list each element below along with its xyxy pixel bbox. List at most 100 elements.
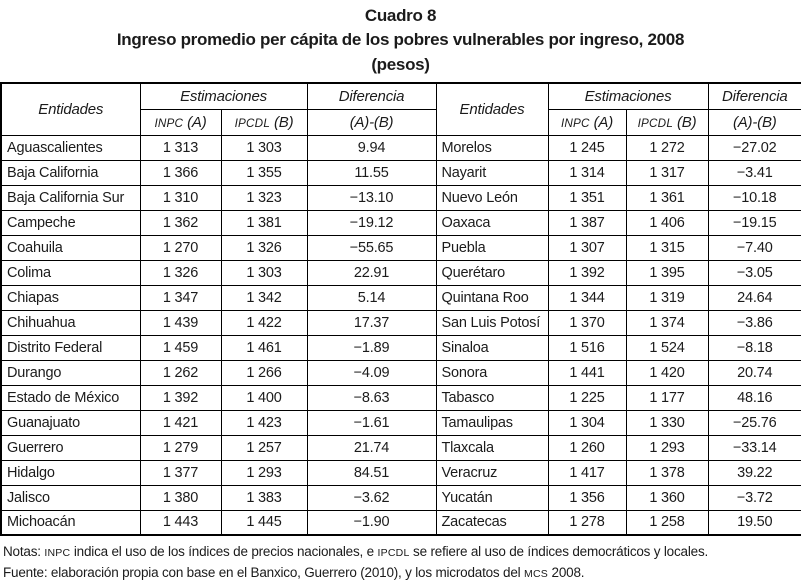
cell-entidad: Querétaro xyxy=(435,259,549,286)
cell-entidad: Hidalgo xyxy=(0,459,141,486)
cell-entidad: Yucatán xyxy=(435,484,549,511)
header-diff-formula-left: (A)-(B) xyxy=(306,108,437,136)
cell-entidad: Tlaxcala xyxy=(435,434,549,461)
cell-diferencia: 9.94 xyxy=(306,134,437,161)
header-ipcdl-right: IPCDL (B) xyxy=(625,108,709,136)
cell-inpc-a: 1 310 xyxy=(139,184,222,211)
cell-diferencia: −13.10 xyxy=(306,184,437,211)
cell-ipcdl-b: 1 406 xyxy=(625,209,709,236)
cell-diferencia: −3.72 xyxy=(707,484,801,511)
cell-ipcdl-b: 1 355 xyxy=(220,159,308,186)
cell-entidad: Zacatecas xyxy=(435,509,549,536)
cell-inpc-a: 1 439 xyxy=(139,309,222,336)
cell-ipcdl-b: 1 303 xyxy=(220,259,308,286)
cell-ipcdl-b: 1 400 xyxy=(220,384,308,411)
cell-inpc-a: 1 270 xyxy=(139,234,222,261)
cell-ipcdl-b: 1 330 xyxy=(625,409,709,436)
cell-entidad: Campeche xyxy=(0,209,141,236)
table-row: Hidalgo 1 377 1 293 84.51 Veracruz 1 417 1 378… xyxy=(0,459,801,486)
cell-inpc-a: 1 370 xyxy=(547,309,627,336)
cell-diferencia: 84.51 xyxy=(306,459,437,486)
table-row: Durango 1 262 1 266 −4.09 Sonora 1 441 1 420 20… xyxy=(0,359,801,386)
table-title: Ingreso promedio per cápita de los pobre… xyxy=(116,30,685,49)
cell-entidad: Chihuahua xyxy=(0,309,141,336)
cell-ipcdl-b: 1 374 xyxy=(625,309,709,336)
cell-diferencia: −7.40 xyxy=(707,234,801,261)
table-row: Baja California Sur 1 310 1 323 −13.10 Nuevo… xyxy=(0,184,801,211)
cell-ipcdl-b: 1 258 xyxy=(625,509,709,536)
cell-ipcdl-b: 1 266 xyxy=(220,359,308,386)
cell-inpc-a: 1 347 xyxy=(139,284,222,311)
notes-block: Notas: INPC indica el uso de los índices… xyxy=(0,536,801,583)
cell-entidad: Colima xyxy=(0,259,141,286)
cell-entidad: Tabasco xyxy=(435,384,549,411)
cell-diferencia: 20.74 xyxy=(707,359,801,386)
cell-entidad: Quintana Roo xyxy=(435,284,549,311)
cell-ipcdl-b: 1 293 xyxy=(625,434,709,461)
cell-diferencia: −1.90 xyxy=(306,509,437,536)
cell-inpc-a: 1 392 xyxy=(547,259,627,286)
table-header: Entidades Estimaciones Diferencia Entida… xyxy=(0,82,801,136)
cell-ipcdl-b: 1 383 xyxy=(220,484,308,511)
cell-entidad: Michoacán xyxy=(0,509,141,536)
table-row: Distrito Federal 1 459 1 461 −1.89 Sinaloa 1 … xyxy=(0,334,801,361)
header-estimaciones-right: Estimaciones xyxy=(547,82,709,110)
cell-ipcdl-b: 1 422 xyxy=(220,309,308,336)
cell-inpc-a: 1 362 xyxy=(139,209,222,236)
cell-diferencia: −55.65 xyxy=(306,234,437,261)
cell-inpc-a: 1 260 xyxy=(547,434,627,461)
header-diff-formula-right: (A)-(B) xyxy=(707,108,801,136)
cell-diferencia: −3.86 xyxy=(707,309,801,336)
table-row: Guanajuato 1 421 1 423 −1.61 Tamaulipas 1 304… xyxy=(0,409,801,436)
cell-diferencia: −25.76 xyxy=(707,409,801,436)
table-row: Estado de México 1 392 1 400 −8.63 Tabasco 1 … xyxy=(0,384,801,411)
title-block: Cuadro 8 Ingreso promedio per cápita de … xyxy=(0,0,801,82)
cell-entidad: Guerrero xyxy=(0,434,141,461)
cell-diferencia: 17.37 xyxy=(306,309,437,336)
cell-ipcdl-b: 1 319 xyxy=(625,284,709,311)
cell-ipcdl-b: 1 445 xyxy=(220,509,308,536)
header-entidades-left: Entidades xyxy=(0,82,141,136)
cell-inpc-a: 1 313 xyxy=(139,134,222,161)
cell-inpc-a: 1 262 xyxy=(139,359,222,386)
table-row: Chihuahua 1 439 1 422 17.37 San Luis Potosí 1… xyxy=(0,309,801,336)
table-row: Chiapas 1 347 1 342 5.14 Quintana Roo 1 344 1 … xyxy=(0,284,801,311)
cell-entidad: Oaxaca xyxy=(435,209,549,236)
cell-inpc-a: 1 392 xyxy=(139,384,222,411)
cell-inpc-a: 1 380 xyxy=(139,484,222,511)
table-row: Baja California 1 366 1 355 11.55 Nayarit 1 3… xyxy=(0,159,801,186)
cell-ipcdl-b: 1 303 xyxy=(220,134,308,161)
cell-entidad: Guanajuato xyxy=(0,409,141,436)
cell-diferencia: 21.74 xyxy=(306,434,437,461)
cell-inpc-a: 1 278 xyxy=(547,509,627,536)
cell-ipcdl-b: 1 381 xyxy=(220,209,308,236)
cell-inpc-a: 1 377 xyxy=(139,459,222,486)
header-inpc-right: INPC (A) xyxy=(547,108,627,136)
cell-ipcdl-b: 1 317 xyxy=(625,159,709,186)
cell-diferencia: 24.64 xyxy=(707,284,801,311)
cell-ipcdl-b: 1 315 xyxy=(625,234,709,261)
cell-entidad: Baja California Sur xyxy=(0,184,141,211)
table-row: Aguascalientes 1 313 1 303 9.94 Morelos 1 245… xyxy=(0,134,801,161)
cell-entidad: Chiapas xyxy=(0,284,141,311)
cell-entidad: Sonora xyxy=(435,359,549,386)
cell-entidad: Aguascalientes xyxy=(0,134,141,161)
cell-ipcdl-b: 1 326 xyxy=(220,234,308,261)
cell-diferencia: −8.63 xyxy=(306,384,437,411)
header-estimaciones-left: Estimaciones xyxy=(139,82,308,110)
cell-inpc-a: 1 387 xyxy=(547,209,627,236)
cell-inpc-a: 1 417 xyxy=(547,459,627,486)
cell-diferencia: 11.55 xyxy=(306,159,437,186)
cell-inpc-a: 1 459 xyxy=(139,334,222,361)
cell-diferencia: −19.15 xyxy=(707,209,801,236)
cell-inpc-a: 1 366 xyxy=(139,159,222,186)
cell-inpc-a: 1 441 xyxy=(547,359,627,386)
header-inpc-left: INPC (A) xyxy=(139,108,222,136)
table-row: Guerrero 1 279 1 257 21.74 Tlaxcala 1 260 1 29… xyxy=(0,434,801,461)
cell-entidad: Morelos xyxy=(435,134,549,161)
cell-ipcdl-b: 1 323 xyxy=(220,184,308,211)
cell-entidad: Tamaulipas xyxy=(435,409,549,436)
cell-ipcdl-b: 1 420 xyxy=(625,359,709,386)
cell-ipcdl-b: 1 524 xyxy=(625,334,709,361)
cell-diferencia: −3.05 xyxy=(707,259,801,286)
